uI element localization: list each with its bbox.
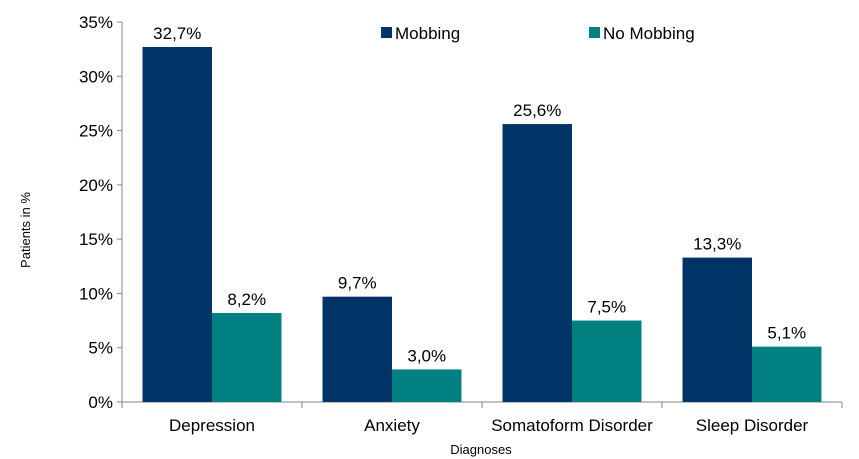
legend-label: Mobbing (395, 24, 460, 43)
bar-no-mobbing (212, 312, 282, 402)
bar-no-mobbing (572, 320, 642, 402)
bar-mobbing (322, 296, 392, 402)
bar-no-mobbing (392, 369, 462, 402)
y-tick-label: 35% (79, 13, 113, 32)
y-tick-label: 15% (79, 230, 113, 249)
x-tick-label: Sleep Disorder (696, 416, 809, 435)
legend-swatch (589, 27, 600, 38)
x-tick-label: Somatoform Disorder (491, 416, 653, 435)
bar-mobbing (142, 46, 212, 402)
y-tick-label: 5% (88, 339, 113, 358)
data-label: 3,0% (407, 346, 446, 365)
legend-label: No Mobbing (603, 24, 695, 43)
data-label: 32,7% (153, 24, 201, 43)
y-tick-label: 20% (79, 176, 113, 195)
x-tick-label: Depression (169, 416, 255, 435)
y-tick-label: 0% (88, 393, 113, 412)
bar-mobbing (502, 124, 572, 403)
x-axis-title: Diagnoses (450, 442, 512, 457)
y-axis-title: Patients in % (18, 192, 33, 268)
bars (142, 46, 822, 403)
y-tick-label: 30% (79, 67, 113, 86)
category-labels: Depression Anxiety Somatoform Disorder Slee… (169, 416, 809, 435)
y-tick-label: 10% (79, 284, 113, 303)
data-label: 25,6% (513, 101, 561, 120)
x-ticks (121, 402, 843, 408)
y-ticks: 0% 5% 10% 15% 20% 25% 30% 35% (79, 13, 122, 412)
bar-no-mobbing (752, 346, 822, 402)
bar-mobbing (682, 257, 752, 402)
y-tick-label: 25% (79, 122, 113, 141)
x-tick-label: Anxiety (364, 416, 420, 435)
legend-swatch (381, 27, 392, 38)
data-label: 13,3% (693, 235, 741, 254)
data-label: 5,1% (767, 324, 806, 343)
legend: Mobbing No Mobbing (381, 24, 695, 43)
data-labels: 32,7% 8,2% 9,7% 3,0% 25,6% 7,5% 13,3% 5,1% (153, 24, 806, 365)
data-label: 7,5% (587, 298, 626, 317)
data-label: 8,2% (227, 290, 266, 309)
data-label: 9,7% (338, 274, 377, 293)
